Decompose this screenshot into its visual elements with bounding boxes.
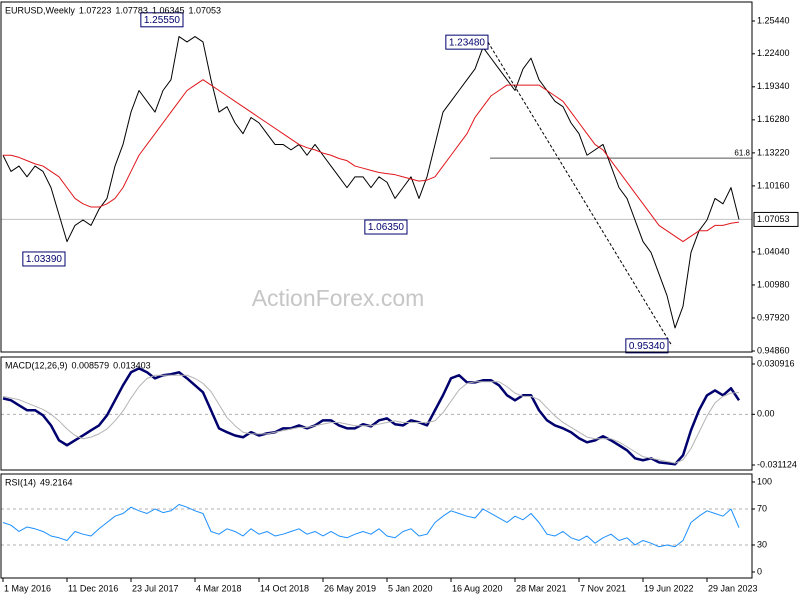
y-tick-label: 0.00 <box>757 409 775 419</box>
y-tick-label: 0.94860 <box>757 345 790 355</box>
watermark: ActionForex.com <box>252 285 425 311</box>
y-tick-label: 70 <box>757 503 767 513</box>
annotation-label: 0.95340 <box>629 341 666 352</box>
panel-border <box>0 1 753 353</box>
y-tick-label: 0.030916 <box>757 358 795 368</box>
x-tick-label: 29 Jan 2023 <box>708 583 758 593</box>
panel-border <box>0 356 753 471</box>
panel-value: 0.013403 <box>113 360 151 370</box>
price-box <box>753 211 799 227</box>
annotation-label: 1.25550 <box>144 15 181 26</box>
annotation-label: 1.03390 <box>26 254 63 265</box>
x-tick-label: 4 Mar 2018 <box>196 583 242 593</box>
panel-value: 0.008579 <box>72 360 110 370</box>
annotation-box <box>140 12 184 28</box>
y-tick-label: 1.19340 <box>757 81 790 91</box>
annotation-box <box>364 219 408 235</box>
trend-line <box>487 41 673 347</box>
series-line <box>2 374 740 464</box>
y-tick-label: 0 <box>757 566 762 576</box>
panel-value: 49.2164 <box>40 477 73 487</box>
series-line <box>2 36 740 329</box>
y-tick-label: 1.00980 <box>757 279 790 289</box>
y-tick-label: 1.22400 <box>757 48 790 58</box>
price-box-label: 1.07053 <box>757 214 790 224</box>
x-tick-label: 19 Jun 2022 <box>644 583 694 593</box>
panel-border <box>0 473 753 579</box>
series-line <box>3 79 740 243</box>
y-tick-label: 1.13220 <box>757 147 790 157</box>
x-tick-label: 5 Jan 2020 <box>388 583 433 593</box>
panel-title: EURUSD,Weekly <box>5 5 75 15</box>
panel-value: 1.07783 <box>115 5 148 15</box>
annotation-box <box>445 34 489 50</box>
x-tick-label: 7 Nov 2021 <box>580 583 626 593</box>
y-tick-label: 100 <box>757 476 772 486</box>
y-tick-label: 1.10160 <box>757 180 790 190</box>
panel-title: RSI(14) <box>5 477 36 487</box>
annotation-label: 1.06350 <box>368 222 405 233</box>
panel-title: MACD(12,26,9) <box>5 360 68 370</box>
series-line <box>2 504 740 548</box>
x-tick-label: 1 May 2016 <box>4 583 51 593</box>
y-tick-label: 0.97920 <box>757 312 790 322</box>
annotation-label: 1.23480 <box>449 37 486 48</box>
x-tick-label: 11 Dec 2016 <box>68 583 118 593</box>
panel-value: 1.07223 <box>79 5 112 15</box>
fib-label: 61.8 <box>734 148 750 157</box>
x-tick-label: 28 Mar 2021 <box>516 583 567 593</box>
x-tick-label: 26 May 2019 <box>324 583 376 593</box>
series-line <box>2 367 741 466</box>
x-tick-label: 23 Jul 2017 <box>132 583 179 593</box>
y-tick-label: 30 <box>757 539 767 549</box>
panel-value: 1.06345 <box>152 5 185 15</box>
y-tick-label: 1.25440 <box>757 15 790 25</box>
annotation-box <box>22 251 66 267</box>
y-tick-label: 1.16280 <box>757 114 790 124</box>
y-tick-label: -0.031124 <box>757 459 797 469</box>
x-tick-label: 16 Aug 2020 <box>452 583 503 593</box>
x-tick-label: 14 Oct 2018 <box>260 583 309 593</box>
annotation-box <box>625 338 669 354</box>
panel-value: 1.07053 <box>189 5 222 15</box>
y-tick-label: 1.04040 <box>757 246 790 256</box>
